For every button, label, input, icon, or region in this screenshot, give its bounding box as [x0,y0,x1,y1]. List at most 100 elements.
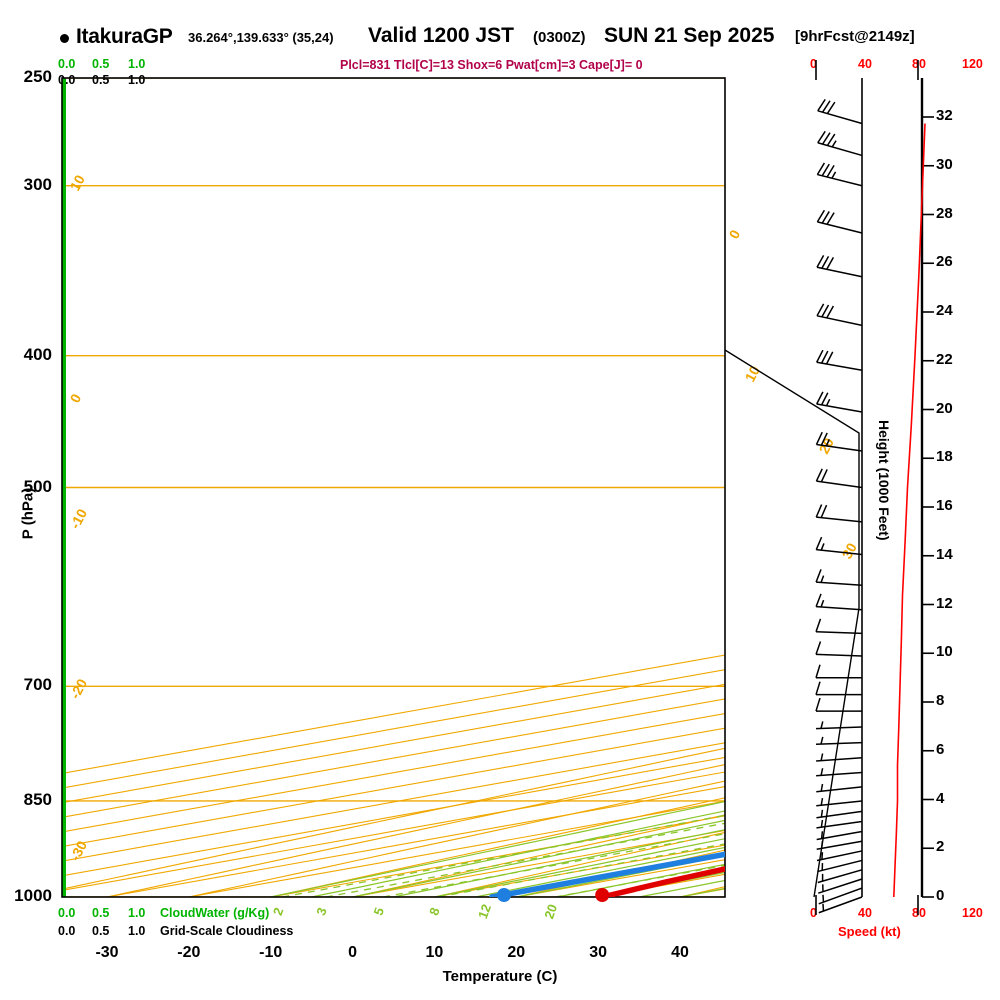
height-tick-0: 0 [936,887,945,904]
wind-barb [817,98,863,125]
height-tick-16: 16 [936,497,953,514]
wind-barb [816,840,863,851]
speed-bottom-tick-1: 40 [858,906,872,920]
temperature-tick--30: -30 [95,944,119,961]
cloudiness-bottom-tick-2: 1.0 [128,924,146,938]
station-marker-icon [60,34,69,43]
isotherm-label-right-10: 10 [742,363,764,384]
wind-barb [816,349,863,371]
speed-bottom-tick-2: 80 [912,906,926,920]
mixing-ratio-label-5: 5 [371,905,388,917]
plot-frame [61,77,726,898]
pressure-tick-850: 850 [23,789,52,809]
speed-top-tick-3: 120 [962,57,983,71]
cloudwater-bottom-tick-0: 0.0 [58,906,76,920]
pressure-tick-700: 700 [23,675,52,695]
wind-barb [816,809,863,819]
wind-barb [816,797,863,807]
isotherm-label-left--10: -10 [67,506,91,532]
wind-barb [815,593,863,611]
cloudwater-top-tick-1: 0.5 [92,57,110,71]
speed-top-tick-1: 40 [858,57,872,71]
wind-barb [816,254,863,278]
wind-barb [818,896,863,914]
isotherm-label-left--20: -20 [67,676,91,702]
pressure-tick-500: 500 [23,476,52,496]
wind-barb [816,753,863,762]
mixing-ratio-label-20: 20 [541,902,560,921]
wind-barb [816,783,863,793]
isotherm-label-right-0: 0 [726,227,744,242]
height-tick-18: 18 [936,448,953,466]
pressure-tick-400: 400 [23,344,52,364]
wind-barb [816,721,863,730]
height-axis-panel [815,60,934,915]
height-axis-label: Height (1000 Feet) [876,420,892,541]
cloudiness-top-tick-1: 0.5 [92,73,110,87]
mixing-ratio-label-12: 12 [475,902,494,921]
wind-barb [815,664,862,679]
pressure-tick-250: 250 [23,67,52,86]
speed-bottom-tick-3: 120 [962,906,983,920]
height-tick-6: 6 [936,740,945,758]
valid-date: SUN 21 Sep 2025 [604,24,775,47]
surface-temperature-dot [595,888,610,902]
mixing-ratio-label-2: 2 [270,905,287,917]
wind-barb [815,536,863,556]
wind-barb [816,850,863,862]
speed-bottom-tick-0: 0 [810,906,817,920]
wind-barb [816,768,863,777]
temperature-axis-label: Temperature (C) [442,968,558,985]
wind-barb [815,504,863,523]
speed-top-tick-0: 0 [810,57,817,71]
height-tick-14: 14 [936,545,953,563]
wind-barb-panel [724,78,863,914]
mixing-ratio-label-8: 8 [426,905,443,917]
height-tick-4: 4 [936,789,945,807]
height-tick-26: 26 [936,253,953,271]
wind-barb [816,391,863,413]
height-tick-28: 28 [936,204,953,222]
wind-barb [815,569,863,587]
cloudwater-bottom-tick-1: 0.5 [92,906,110,920]
wind-barb [815,641,863,657]
cloudwater-top-tick-2: 1.0 [128,57,146,71]
cloudiness-bottom-tick-1: 0.5 [92,924,110,938]
surface-dewpoint-dot [497,888,511,902]
height-tick-2: 2 [936,838,945,856]
wind-barb [815,618,863,635]
isotherm-label-left-10: 10 [67,172,89,193]
wind-barb [817,130,863,157]
cloudwater-axis-label: CloudWater (g/Kg) [160,906,270,920]
forecast-info: [9hrFcst@2149z] [795,28,915,45]
height-tick-24: 24 [936,302,953,319]
cloudwater-top-tick-0: 0.0 [58,57,76,71]
wind-barb [818,887,863,905]
wind-barb [818,878,863,894]
temperature-tick-20: 20 [507,944,526,961]
isotherm-label-left-0: 0 [67,391,85,406]
isotherm-label-right-30: 30 [839,540,861,561]
wind-barb [816,736,863,745]
height-tick-32: 32 [936,107,953,124]
height-tick-8: 8 [936,692,945,709]
wind-barb [816,162,863,187]
cloudiness-bottom-tick-0: 0.0 [58,924,76,938]
stability-indices: Plcl=831 Tlcl[C]=13 Shox=6 Pwat[cm]=3 Ca… [340,58,643,72]
cloudiness-axis-label: Grid-Scale Cloudiness [160,924,294,938]
pressure-tick-1000: 1000 [14,886,52,905]
height-tick-22: 22 [936,350,953,368]
height-tick-12: 12 [936,594,953,612]
wind-barb [816,819,863,829]
height-tick-10: 10 [936,643,953,661]
speed-axis-label: Speed (kt) [838,924,901,939]
wind-barb [816,830,863,841]
valid-time-zulu: (0300Z) [533,29,586,46]
temperature-tick--20: -20 [177,944,201,961]
mixing-ratio-label-3: 3 [313,905,330,917]
wind-barb [816,209,863,234]
height-tick-20: 20 [936,399,953,417]
pressure-tick-300: 300 [23,174,52,194]
